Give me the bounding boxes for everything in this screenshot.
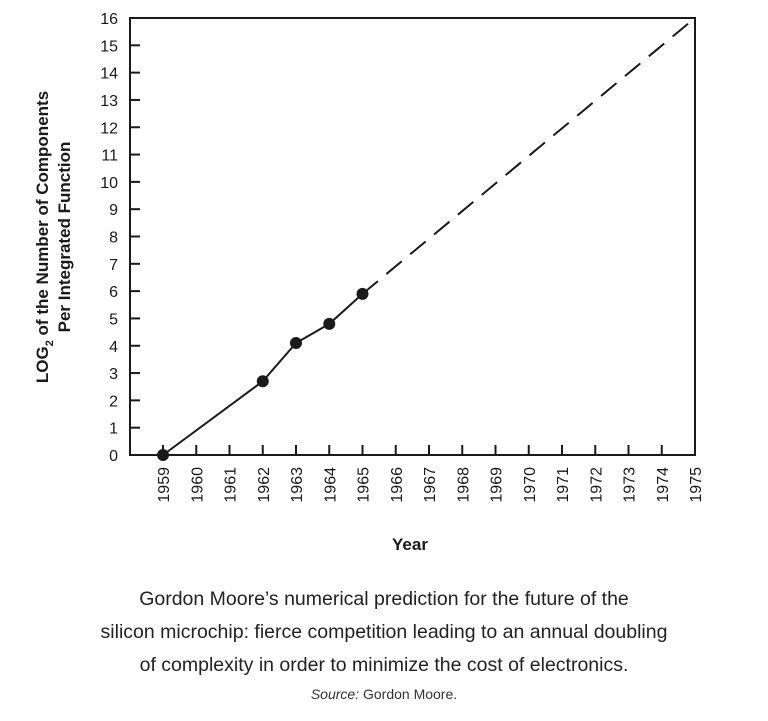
y-tick-label: 14 <box>100 66 118 83</box>
moore-law-chart: LOG2 of the Number of Components Per Int… <box>33 11 705 554</box>
x-tick-label: 1959 <box>156 467 173 503</box>
y-tick-label: 9 <box>109 202 118 219</box>
x-tick-label: 1963 <box>289 467 306 503</box>
x-tick-label: 1970 <box>522 467 539 503</box>
y-tick-label: 8 <box>109 230 118 247</box>
x-tick-label: 1969 <box>489 467 506 503</box>
x-tick-label: 1962 <box>256 467 273 503</box>
caption-line-2: silicon microchip: fierce competition le… <box>100 621 668 643</box>
y-tick-label: 6 <box>109 284 118 301</box>
x-tick-label: 1971 <box>555 467 572 503</box>
y-tick-label: 2 <box>109 393 118 410</box>
extrapolation-line <box>361 17 696 295</box>
x-tick-label: 1975 <box>688 467 705 503</box>
y-axis-title-line1: LOG2 of the Number of Components <box>33 91 56 383</box>
x-axis: 1959 1960 1961 1962 1963 1964 1965 1966 1967 1968… <box>156 445 705 503</box>
y-axis-title: LOG2 of the Number of Components Per Int… <box>33 91 74 383</box>
source-label: Source: <box>310 686 360 702</box>
plot-frame <box>129 17 696 456</box>
x-tick-label: 1961 <box>223 467 240 503</box>
y-tick-label: 1 <box>109 421 118 438</box>
x-tick-label: 1968 <box>455 467 472 503</box>
y-axis-title-line2: Per Integrated Function <box>55 142 74 333</box>
y-tick-label: 15 <box>100 38 118 55</box>
x-tick-label: 1965 <box>356 467 373 503</box>
data-point <box>256 375 269 388</box>
y-tick-label: 16 <box>100 11 118 28</box>
data-point <box>323 317 336 330</box>
y-tick-label: 11 <box>101 148 118 165</box>
y-tick-label: 3 <box>109 366 118 383</box>
x-tick-label: 1966 <box>389 467 406 503</box>
series-layer <box>157 17 696 461</box>
source-credit: Source: Gordon Moore. <box>0 686 768 702</box>
x-tick-label: 1960 <box>189 467 206 503</box>
y-tick-label: 7 <box>109 257 118 274</box>
x-tick-label: 1964 <box>322 467 339 503</box>
data-point <box>157 449 169 461</box>
y-tick-label: 13 <box>100 93 118 110</box>
y-tick-label: 4 <box>109 339 118 356</box>
observed-line <box>162 293 364 456</box>
x-tick-label: 1974 <box>655 467 672 503</box>
figure-caption: Gordon Moore’s numerical prediction for … <box>40 583 728 682</box>
x-axis-title: Year <box>392 535 428 554</box>
y-tick-label: 10 <box>100 175 118 192</box>
caption-line-1: Gordon Moore’s numerical prediction for … <box>139 588 629 610</box>
x-tick-label: 1967 <box>422 467 439 503</box>
source-text: Gordon Moore. <box>359 686 458 702</box>
data-point <box>290 337 302 350</box>
x-tick-label: 1972 <box>588 467 605 503</box>
caption-line-3: of complexity in order to minimize the c… <box>139 654 629 676</box>
x-tick-label: 1973 <box>622 467 639 503</box>
y-tick-label: 0 <box>109 448 118 465</box>
y-tick-label: 5 <box>109 311 118 328</box>
y-tick-label: 12 <box>100 120 118 137</box>
